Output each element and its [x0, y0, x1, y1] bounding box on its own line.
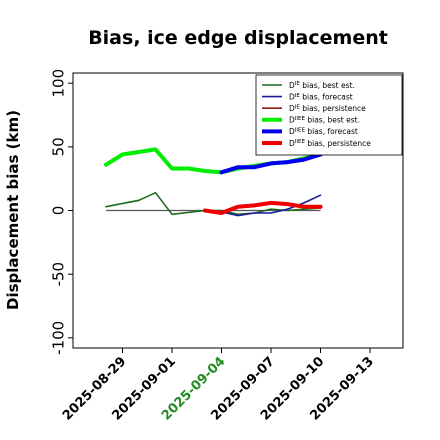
legend-label: DIIEE bias, persistence	[289, 139, 371, 148]
legend: DIE bias, best est. DIE bias, forecast DIE…	[255, 74, 403, 156]
series-group	[104, 147, 323, 217]
y-axis-label: Displacement bias (km)	[4, 110, 22, 310]
y-tick-label: 100	[50, 69, 68, 98]
y-tick-label: 0	[50, 206, 68, 216]
series-line-4	[219, 152, 323, 175]
series-line-5	[203, 200, 323, 215]
legend-label: DIE bias, persistence	[289, 104, 366, 113]
legend-label: DIIEE bias, best est.	[289, 116, 360, 125]
legend-label: DIE bias, best est.	[289, 81, 355, 90]
legend-label: DIE bias, forecast	[289, 92, 353, 101]
x-ticks: 2025-08-292025-09-012025-09-042025-09-07…	[60, 348, 377, 424]
y-tick-label: -50	[50, 262, 68, 287]
legend-label: DIIEE bias, forecast	[289, 127, 358, 136]
y-ticks: -100 -50 0 50 100	[50, 69, 73, 355]
series-line-0	[105, 191, 322, 216]
y-tick-label: 50	[50, 137, 68, 156]
y-tick-label: -100	[50, 321, 68, 355]
chart-title: Bias, ice edge displacement	[88, 27, 388, 49]
